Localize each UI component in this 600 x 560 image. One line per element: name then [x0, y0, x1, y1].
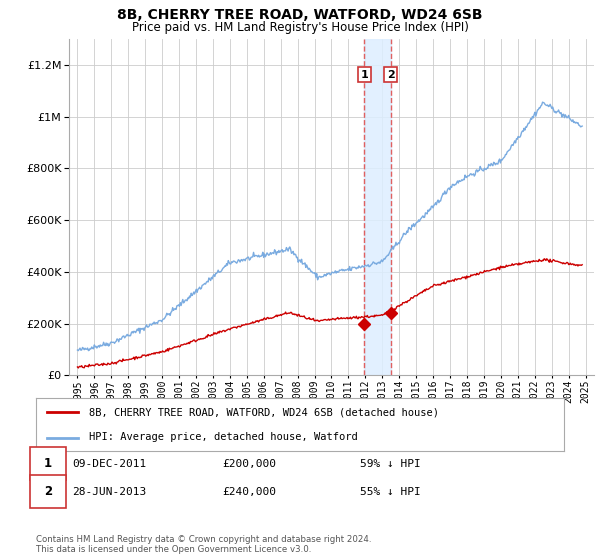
Text: 28-JUN-2013: 28-JUN-2013 [72, 487, 146, 497]
Text: HPI: Average price, detached house, Watford: HPI: Average price, detached house, Watf… [89, 432, 358, 442]
Text: 2: 2 [44, 485, 52, 498]
Text: £200,000: £200,000 [222, 459, 276, 469]
Text: Price paid vs. HM Land Registry's House Price Index (HPI): Price paid vs. HM Land Registry's House … [131, 21, 469, 34]
Text: 55% ↓ HPI: 55% ↓ HPI [360, 487, 421, 497]
Text: 8B, CHERRY TREE ROAD, WATFORD, WD24 6SB (detached house): 8B, CHERRY TREE ROAD, WATFORD, WD24 6SB … [89, 408, 439, 418]
Text: 2: 2 [387, 69, 394, 80]
Text: 1: 1 [361, 69, 368, 80]
Text: 09-DEC-2011: 09-DEC-2011 [72, 459, 146, 469]
Text: 8B, CHERRY TREE ROAD, WATFORD, WD24 6SB: 8B, CHERRY TREE ROAD, WATFORD, WD24 6SB [117, 8, 483, 22]
Text: Contains HM Land Registry data © Crown copyright and database right 2024.
This d: Contains HM Land Registry data © Crown c… [36, 535, 371, 554]
Bar [364, 39, 391, 375]
Text: £240,000: £240,000 [222, 487, 276, 497]
Text: 1: 1 [44, 457, 52, 470]
Text: 59% ↓ HPI: 59% ↓ HPI [360, 459, 421, 469]
